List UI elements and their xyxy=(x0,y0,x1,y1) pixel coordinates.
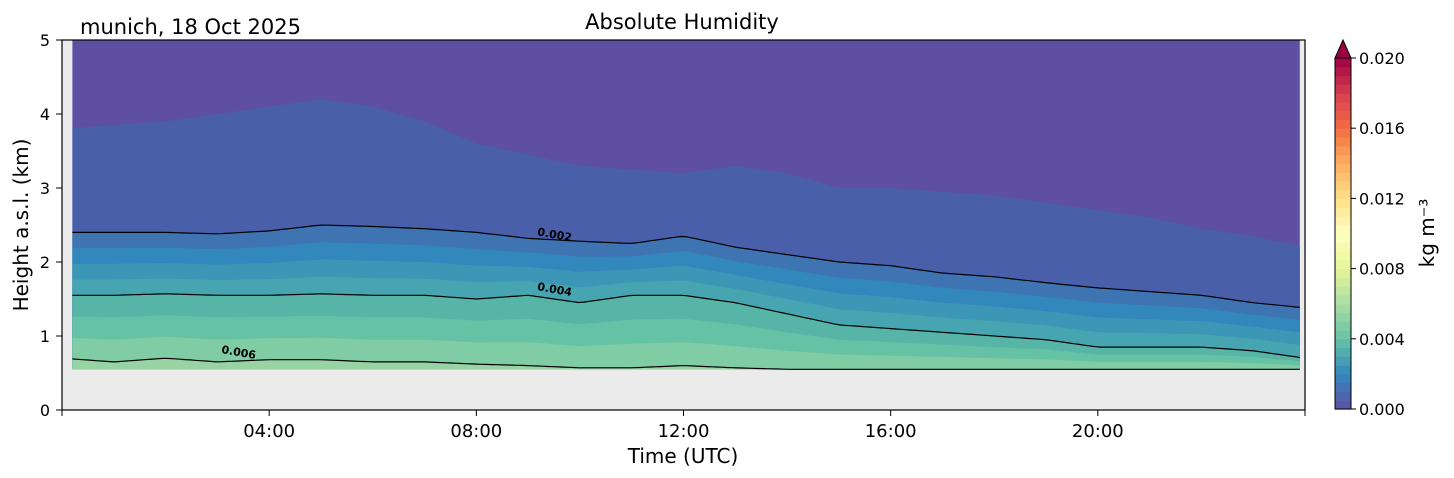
colorbar-band xyxy=(1335,277,1351,286)
colorbar: 0.000 0.004 0.008 0.012 0.016 0.020 xyxy=(1335,40,1405,419)
colorbar-band xyxy=(1335,383,1351,392)
y-tick-label: 2 xyxy=(40,253,50,272)
colorbar-band xyxy=(1335,348,1351,357)
colorbar-tick-label: 0.000 xyxy=(1359,400,1405,419)
colorbar-band xyxy=(1335,67,1351,76)
colorbar-band xyxy=(1335,137,1351,146)
chart-subtitle: munich, 18 Oct 2025 xyxy=(80,15,301,39)
chart-title: Absolute Humidity xyxy=(585,10,779,34)
colorbar-band xyxy=(1335,76,1351,85)
colorbar-band xyxy=(1335,225,1351,234)
colorbar-band xyxy=(1335,356,1351,365)
x-tick-label: 12:00 xyxy=(658,421,710,442)
colorbar-band xyxy=(1335,400,1351,409)
y-axis-label: Height a.s.l. (km) xyxy=(9,139,33,312)
colorbar-band xyxy=(1335,321,1351,330)
x-axis: 04:00 08:00 12:00 16:00 20:00 xyxy=(62,410,1305,442)
colorbar-band xyxy=(1335,93,1351,102)
y-tick-label: 4 xyxy=(40,105,50,124)
colorbar-band xyxy=(1335,260,1351,269)
colorbar-band xyxy=(1335,339,1351,348)
y-tick-label: 3 xyxy=(40,179,50,198)
colorbar-label: kg m⁻³ xyxy=(1415,199,1439,268)
x-tick-label: 08:00 xyxy=(450,421,502,442)
colorbar-band xyxy=(1335,312,1351,321)
colorbar-band xyxy=(1335,391,1351,400)
colorbar-band xyxy=(1335,102,1351,111)
colorbar-band xyxy=(1335,181,1351,190)
x-tick-label: 04:00 xyxy=(243,421,295,442)
y-tick-label: 0 xyxy=(40,401,50,420)
colorbar-band xyxy=(1335,146,1351,155)
colorbar-band xyxy=(1335,58,1351,67)
colorbar-band xyxy=(1335,111,1351,120)
colorbar-extend-arrow xyxy=(1335,40,1351,58)
colorbar-band xyxy=(1335,128,1351,137)
colorbar-band xyxy=(1335,251,1351,260)
x-tick-label: 16:00 xyxy=(865,421,917,442)
colorbar-tick-label: 0.016 xyxy=(1359,119,1405,138)
colorbar-band xyxy=(1335,365,1351,374)
colorbar-band xyxy=(1335,374,1351,383)
colorbar-band xyxy=(1335,286,1351,295)
colorbar-band xyxy=(1335,295,1351,304)
colorbar-band xyxy=(1335,269,1351,278)
colorbar-band xyxy=(1335,172,1351,181)
colorbar-band xyxy=(1335,84,1351,93)
colorbar-band xyxy=(1335,242,1351,251)
colorbar-tick-label: 0.008 xyxy=(1359,260,1405,279)
y-axis: 0 1 2 3 4 5 xyxy=(40,31,62,420)
colorbar-band xyxy=(1335,330,1351,339)
colorbar-band xyxy=(1335,234,1351,243)
x-axis-label: Time (UTC) xyxy=(627,444,739,468)
colorbar-band xyxy=(1335,216,1351,225)
y-tick-label: 5 xyxy=(40,31,50,50)
colorbar-band xyxy=(1335,155,1351,164)
colorbar-tick-label: 0.004 xyxy=(1359,330,1405,349)
y-tick-label: 1 xyxy=(40,327,50,346)
colorbar-tick-label: 0.020 xyxy=(1359,49,1405,68)
colorbar-tick-label: 0.012 xyxy=(1359,189,1405,208)
colorbar-band xyxy=(1335,304,1351,313)
x-tick-label: 20:00 xyxy=(1072,421,1124,442)
colorbar-band xyxy=(1335,198,1351,207)
colorbar-band xyxy=(1335,119,1351,128)
humidity-fill-layer xyxy=(72,40,1299,369)
colorbar-band xyxy=(1335,163,1351,172)
colorbar-band xyxy=(1335,190,1351,199)
colorbar-band xyxy=(1335,207,1351,216)
